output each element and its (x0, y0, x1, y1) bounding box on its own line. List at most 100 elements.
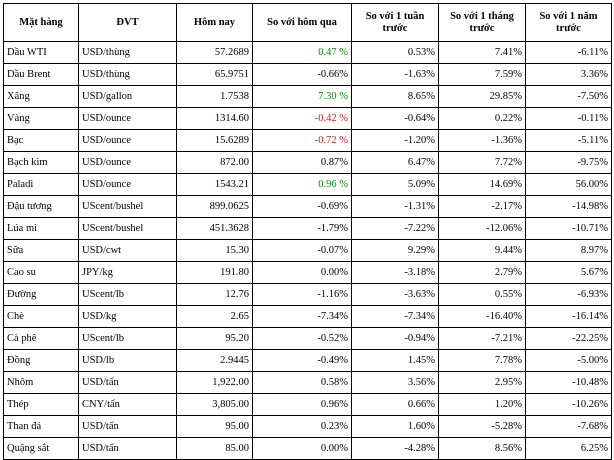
table-row: Paladi USD/ounce 1543.21 0.96 % 5.09% 14.69% 5… (3, 173, 612, 196)
price-today: 15.30 (176, 239, 253, 262)
table-row: Dầu WTI USD/thùng 57.2689 0.47 % 0.53% 7.41% -… (3, 41, 612, 64)
change-year: -10.71% (525, 217, 612, 240)
change-month: 9.44% (438, 239, 526, 262)
change-year: 6.25% (525, 437, 612, 460)
unit-cell: USD/tấn (78, 415, 177, 438)
change-year: -0.11% (525, 107, 612, 130)
change-year: -10.48% (525, 371, 612, 394)
price-today: 12.76 (176, 283, 253, 306)
commodity-name: Sữa (3, 239, 79, 262)
change-year: -9.75% (525, 151, 612, 174)
commodity-name: Đồng (3, 349, 79, 372)
unit-cell: UScent/lb (78, 327, 177, 350)
unit-cell: USD/ounce (78, 151, 177, 174)
change-year: -7.68% (525, 415, 612, 438)
commodity-name: Than đá (3, 415, 79, 438)
table-header: Mặt hàng ĐVT Hôm nay So với hôm qua So v… (3, 3, 612, 42)
change-week: -1.63% (351, 63, 439, 86)
table-row: Đậu tương UScent/bushel 899.0625 -0.69% -1.3… (3, 195, 612, 218)
commodity-name: Bạch kim (3, 151, 79, 174)
table-row: Quặng sắt USD/tấn 85.00 0.00% -4.28% 8.56% 6.2… (3, 437, 612, 460)
change-year: -6.93% (525, 283, 612, 306)
change-month: -12.06% (438, 217, 526, 240)
table-body: Dầu WTI USD/thùng 57.2689 0.47 % 0.53% 7.41% -… (3, 41, 612, 460)
table-row: Đồng USD/lb 2.9445 -0.49% 1.45% 7.78% -5.00% (3, 349, 612, 372)
change-month: -7.21% (438, 327, 526, 350)
unit-cell: USD/tấn (78, 371, 177, 394)
change-week: 0.53% (351, 41, 439, 64)
change-week: 0.66% (351, 393, 439, 416)
commodity-name: Đậu tương (3, 195, 79, 218)
commodity-name: Lúa mì (3, 217, 79, 240)
table-row: Dầu Brent USD/thùng 65.9751 -0.66% -1.63% 7.5… (3, 63, 612, 86)
commodity-name: Cà phê (3, 327, 79, 350)
change-month: 8.56% (438, 437, 526, 460)
price-today: 1.7538 (176, 85, 253, 108)
header-vs-year: So với 1 năm trước (525, 3, 612, 42)
change-day: 0.96 % (252, 173, 352, 196)
change-day: -1.16% (252, 283, 352, 306)
change-week: -0.94% (351, 327, 439, 350)
table-row: Thép CNY/tấn 3,805.00 0.96% 0.66% 1.20% -10.26… (3, 393, 612, 416)
change-week: -3.18% (351, 261, 439, 284)
price-today: 95.20 (176, 327, 253, 350)
table-row: Bạch kim USD/ounce 872.00 0.87% 6.47% 7.72% -9… (3, 151, 612, 174)
change-month: 0.22% (438, 107, 526, 130)
change-month: -1.36% (438, 129, 526, 152)
unit-cell: USD/ounce (78, 129, 177, 152)
table-row: Cà phê UScent/lb 95.20 -0.52% -0.94% -7.21% -2… (3, 327, 612, 350)
change-day: 0.23% (252, 415, 352, 438)
change-month: 29.85% (438, 85, 526, 108)
change-month: 2.95% (438, 371, 526, 394)
change-year: 5.67% (525, 261, 612, 284)
header-vs-month: So với 1 tháng trước (438, 3, 526, 42)
unit-cell: UScent/bushel (78, 217, 177, 240)
table-row: Vàng USD/ounce 1314.60 -0.42 % -0.64% 0.22% -0… (3, 107, 612, 130)
unit-cell: USD/thùng (78, 41, 177, 64)
header-row: Mặt hàng ĐVT Hôm nay So với hôm qua So v… (3, 3, 612, 42)
change-day: 0.87% (252, 151, 352, 174)
table-row: Xăng USD/gallon 1.7538 7.30 % 8.65% 29.85% -7.… (3, 85, 612, 108)
header-vs-week: So với 1 tuần trước (351, 3, 439, 42)
change-year: -22.25% (525, 327, 612, 350)
price-today: 95.00 (176, 415, 253, 438)
change-year: -14.98% (525, 195, 612, 218)
price-today: 3,805.00 (176, 393, 253, 416)
change-day: -0.07% (252, 239, 352, 262)
change-week: -1.31% (351, 195, 439, 218)
change-month: 2.79% (438, 261, 526, 284)
change-year: 56.00% (525, 173, 612, 196)
unit-cell: UScent/lb (78, 283, 177, 306)
change-day: -0.42 % (252, 107, 352, 130)
change-month: 7.78% (438, 349, 526, 372)
commodity-name: Xăng (3, 85, 79, 108)
price-today: 65.9751 (176, 63, 253, 86)
change-week: 1.60% (351, 415, 439, 438)
unit-cell: CNY/tấn (78, 393, 177, 416)
price-today: 1543.21 (176, 173, 253, 196)
table-row: Nhôm USD/tấn 1,922.00 0.58% 3.56% 2.95% -10.48… (3, 371, 612, 394)
commodity-name: Paladi (3, 173, 79, 196)
header-unit: ĐVT (78, 3, 177, 42)
change-day: -0.69% (252, 195, 352, 218)
change-year: -16.14% (525, 305, 612, 328)
unit-cell: UScent/bushel (78, 195, 177, 218)
change-month: 14.69% (438, 173, 526, 196)
price-today: 191.80 (176, 261, 253, 284)
change-year: -10.26% (525, 393, 612, 416)
change-day: -0.72 % (252, 129, 352, 152)
change-week: 3.56% (351, 371, 439, 394)
change-week: 1.45% (351, 349, 439, 372)
unit-cell: USD/ounce (78, 107, 177, 130)
change-day: -7.34% (252, 305, 352, 328)
price-today: 1,922.00 (176, 371, 253, 394)
table-row: Chè USD/kg 2.65 -7.34% -7.34% -16.40% -16.14% (3, 305, 612, 328)
change-year: -6.11% (525, 41, 612, 64)
commodity-name: Chè (3, 305, 79, 328)
change-week: -3.63% (351, 283, 439, 306)
change-day: 7.30 % (252, 85, 352, 108)
change-month: 1.20% (438, 393, 526, 416)
change-day: -0.66% (252, 63, 352, 86)
table-row: Lúa mì UScent/bushel 451.3628 -1.79% -7.22% -… (3, 217, 612, 240)
unit-cell: JPY/kg (78, 261, 177, 284)
